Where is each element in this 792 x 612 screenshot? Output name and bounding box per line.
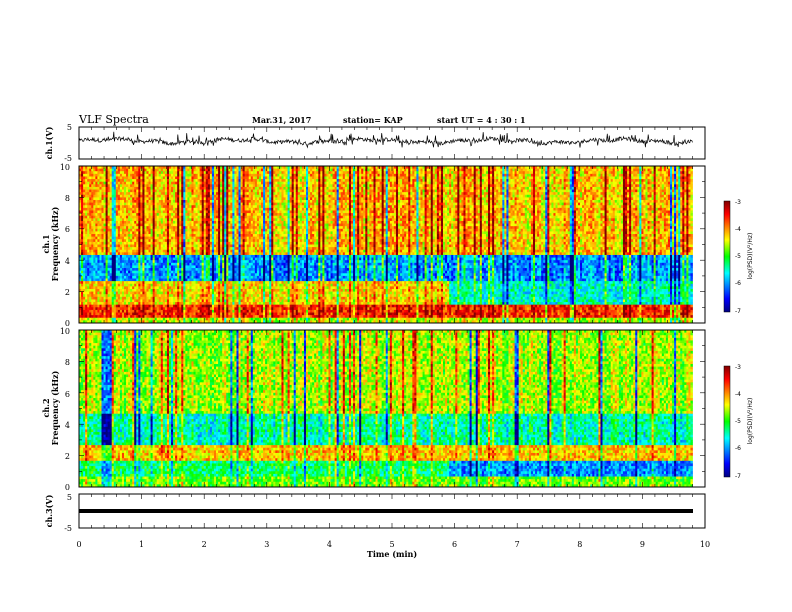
ch1-spectrogram-panel: 10 8 6 4 2 0 ch.1 Frequency (kHz): [41, 163, 705, 328]
date-label: Mar.31, 2017: [252, 115, 311, 125]
ch1-spectrogram-heatmap: [79, 166, 693, 323]
ch1-voltage-label: ch.1(V): [44, 126, 54, 159]
start-time-label: start UT = 4 : 30 : 1: [437, 115, 526, 125]
vlf-spectra-figure: VLF Spectra Mar.31, 2017 station= KAP st…: [0, 0, 792, 612]
station-label: station= KAP: [343, 115, 403, 125]
ch1-heatmap-cell: [690, 169, 692, 172]
ch1-waveform-panel: 5 -5 ch.1(V): [44, 123, 705, 163]
ch1-heatmap-cell: [690, 171, 692, 174]
figure-title: VLF Spectra: [78, 113, 149, 126]
ch1-waveform-line: [79, 132, 693, 148]
ch1-waveform-trace: [79, 132, 693, 148]
ch1-ytick-bottom: -5: [64, 154, 72, 163]
ch1-ytick-top: 5: [67, 123, 72, 132]
